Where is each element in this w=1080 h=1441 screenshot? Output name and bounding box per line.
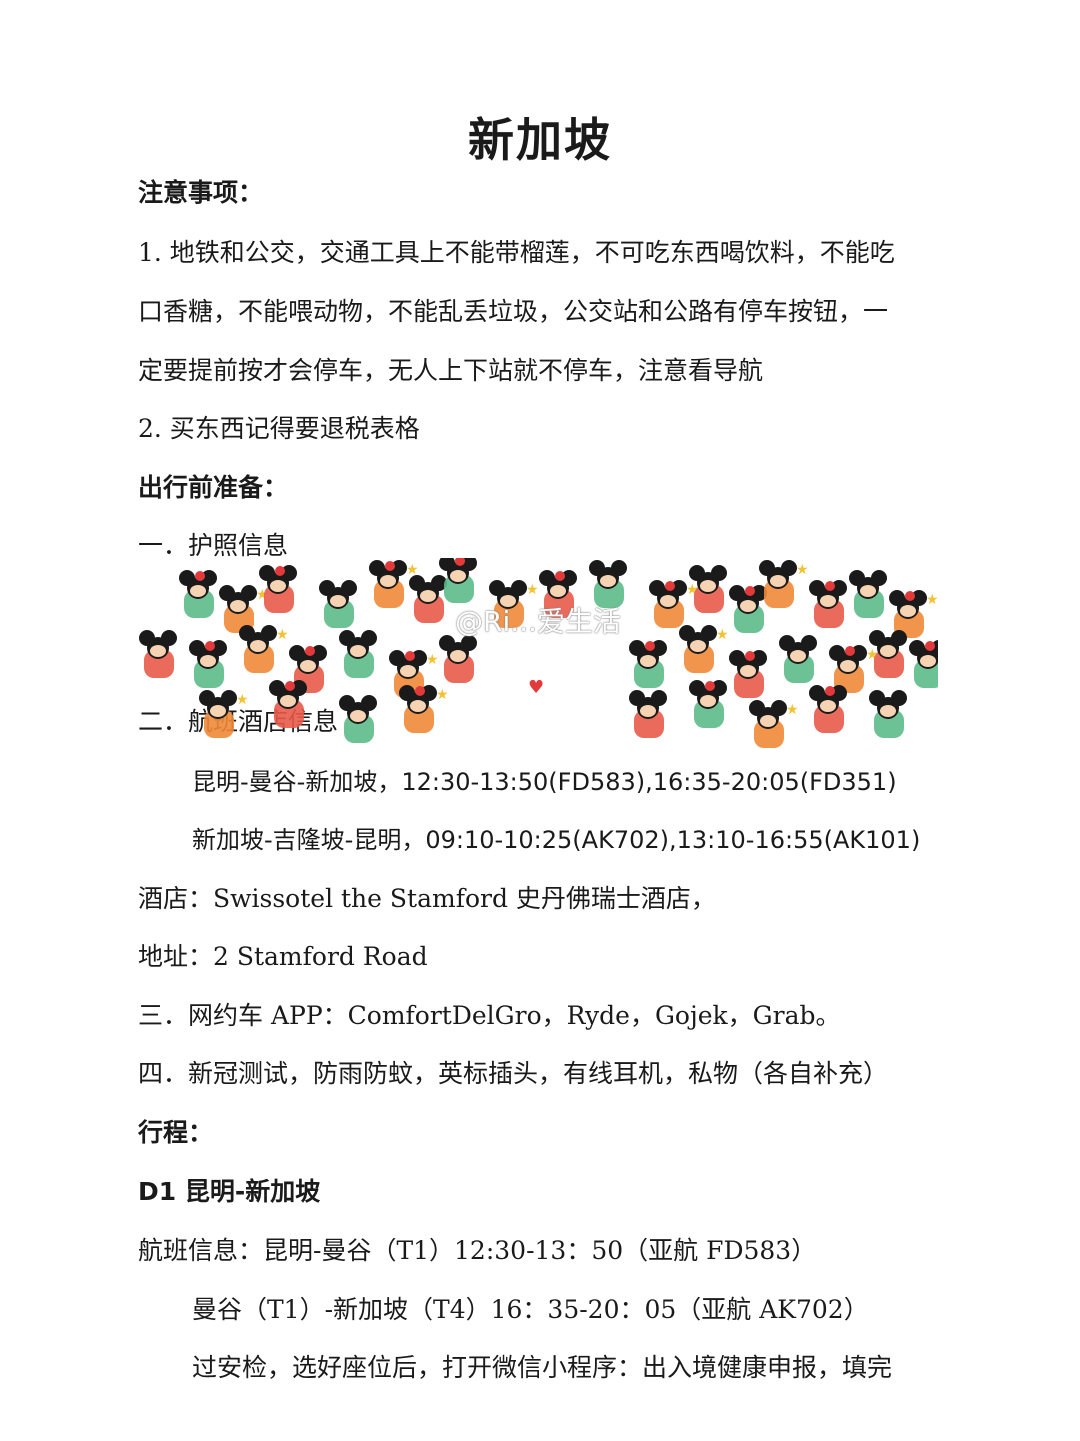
sticker-head-icon xyxy=(629,690,667,738)
mickey-sticker-icon: ★★★ ★★★★★★★★ ★★♥ xyxy=(139,558,938,748)
svg-text:★: ★ xyxy=(276,627,289,643)
sticker-head-icon xyxy=(849,570,887,618)
sticker-head-icon: ★ xyxy=(199,690,249,738)
sticker-head-icon xyxy=(809,580,847,628)
svg-text:★: ★ xyxy=(796,562,809,578)
sticker-head-icon: ★ xyxy=(679,625,729,673)
svg-text:★: ★ xyxy=(526,582,539,598)
day1-flight1: 航班信息：昆明-曼谷（T1）12:30-13：50（亚航 FD583） xyxy=(138,1236,817,1265)
svg-text:★: ★ xyxy=(926,592,938,608)
note1-line1: 1. 地铁和公交，交通工具上不能带榴莲，不可吃东西喝饮料，不能吃 xyxy=(138,238,895,267)
sticker-head-icon xyxy=(629,640,667,688)
svg-text:★: ★ xyxy=(436,687,449,703)
sticker-head-icon xyxy=(409,575,447,623)
sticker-head-icon xyxy=(139,630,177,678)
svg-text:★: ★ xyxy=(426,652,439,668)
sticker-head-icon: ★ xyxy=(399,685,449,733)
misc-line: 四．新冠测试，防雨防蚊，英标插头，有线耳机，私物（各自补充） xyxy=(138,1059,889,1088)
address-line: 地址：2 Stamford Road xyxy=(138,942,428,971)
svg-text:★: ★ xyxy=(786,702,799,718)
sticker-head-icon xyxy=(189,640,227,688)
sticker-head-icon xyxy=(779,635,817,683)
heart-icon: ♥ xyxy=(528,677,544,698)
page-title: 新加坡 xyxy=(468,113,612,167)
sticker-head-icon xyxy=(729,650,767,698)
day1-note: 过安检，选好座位后，打开微信小程序：出入境健康申报，填完 xyxy=(192,1353,893,1382)
day1-flight2: 曼谷（T1）-新加坡（T4）16：35-20：05（亚航 AK702） xyxy=(192,1295,869,1324)
sticker-head-icon xyxy=(179,570,217,618)
note1-line2: 口香糖，不能喂动物，不能乱丢垃圾，公交站和公路有停车按钮，一 xyxy=(138,297,889,326)
sticker-head-icon xyxy=(439,558,477,603)
sticker-head-icon xyxy=(339,630,377,678)
sticker-head-icon xyxy=(319,580,357,628)
sticker-head-icon: ★ xyxy=(239,625,289,673)
sticker-head-icon xyxy=(439,635,477,683)
prep-heading: 出行前准备： xyxy=(138,473,289,502)
sticker-head-icon xyxy=(339,695,377,743)
watermark-label: @Ri...爱生活 xyxy=(455,605,621,638)
flight-return: 新加坡-吉隆坡-昆明，09:10-10:25(AK702),13:10-16:5… xyxy=(192,826,921,854)
svg-text:★: ★ xyxy=(716,627,729,643)
day1-heading: D1 昆明-新加坡 xyxy=(138,1177,321,1206)
ride-app-line: 三．网约车 APP：ComfortDelGro，Ryde，Gojek，Grab。 xyxy=(138,1001,841,1030)
note1-line3: 定要提前按才会停车，无人上下站就不停车，注意看导航 xyxy=(138,356,764,385)
sticker-head-icon: ★ xyxy=(829,645,879,693)
sticker-head-icon: ★ xyxy=(759,560,809,608)
sticker-head-icon: ★ xyxy=(649,580,699,628)
sticker-head-icon: ★ xyxy=(489,580,539,628)
note2: 2. 买东西记得要退税表格 xyxy=(138,414,420,443)
svg-text:★: ★ xyxy=(236,692,249,708)
sticker-head-icon xyxy=(589,560,627,608)
sticker-head-icon xyxy=(809,685,847,733)
sticker-head-icon xyxy=(869,690,907,738)
notes-heading: 注意事项： xyxy=(138,178,264,207)
itinerary-heading: 行程： xyxy=(138,1118,214,1147)
passport-heading: 一．护照信息 xyxy=(138,531,289,560)
flight-hotel-heading: 二．航班酒店信息 xyxy=(138,707,339,736)
sticker-head-icon: ★ xyxy=(389,650,439,698)
sticker-head-icon xyxy=(909,640,938,688)
flight-outbound: 昆明-曼谷-新加坡，12:30-13:50(FD583),16:35-20:05… xyxy=(192,768,897,796)
sticker-head-icon xyxy=(259,565,297,613)
sticker-head-icon xyxy=(689,680,727,728)
sticker-head-icon: ★ xyxy=(749,700,799,748)
sticker-head-icon: ★ xyxy=(369,560,419,608)
sticker-head-icon xyxy=(869,630,907,678)
sticker-head-icon xyxy=(539,570,577,618)
hotel-line: 酒店：Swissotel the Stamford 史丹佛瑞士酒店， xyxy=(138,884,716,913)
sticker-head-icon xyxy=(269,680,307,728)
sticker-head-icon xyxy=(729,585,767,633)
svg-text:★: ★ xyxy=(406,562,419,578)
sticker-head-icon xyxy=(689,565,727,613)
